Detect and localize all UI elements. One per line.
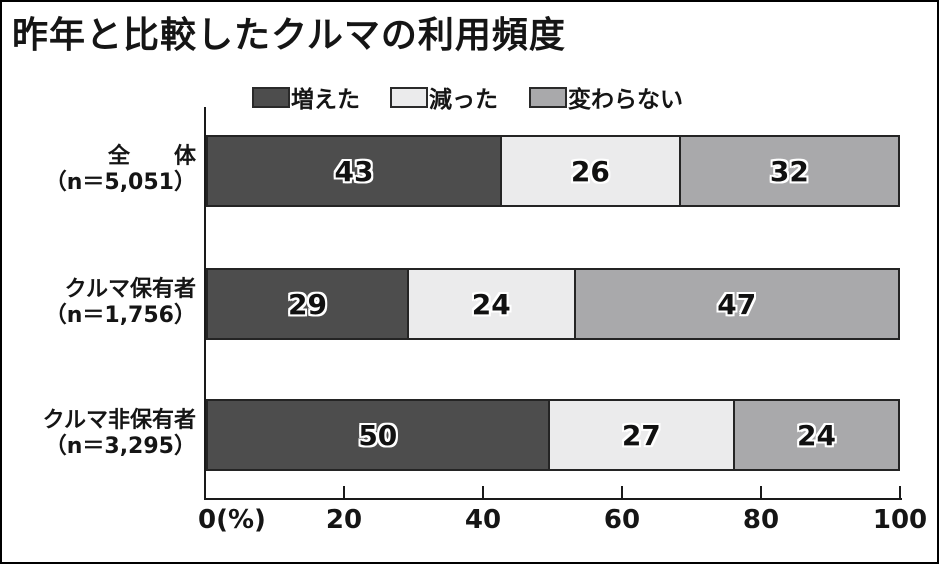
- bar-segment-increased: 29: [208, 270, 407, 338]
- bar-owners: 29 24 47: [206, 268, 900, 340]
- segment-value: 50: [358, 418, 398, 452]
- bar-segment-unchanged: 24: [733, 401, 899, 469]
- segment-value: 26: [570, 154, 610, 188]
- legend-item-decreased: 減った: [390, 80, 498, 114]
- row-label-total-n: （n＝5,051）: [44, 170, 196, 195]
- legend-swatch-increased-icon: [252, 86, 290, 108]
- bar-total: 43 26 32: [206, 135, 900, 207]
- row-label-non-owners: クルマ非保有者 （n＝3,295）: [2, 408, 196, 460]
- row-label-owners-n: （n＝1,756）: [44, 303, 196, 328]
- bar-non-owners: 50 27 24: [206, 399, 900, 471]
- bar-segment-increased: 43: [208, 137, 501, 205]
- legend-swatch-decreased-icon: [390, 86, 428, 108]
- x-tick-label-100: 100: [872, 505, 928, 535]
- x-tick-label-60: 60: [603, 505, 641, 535]
- row-label-non-owners-n: （n＝3,295）: [44, 434, 196, 459]
- segment-value: 43: [334, 154, 374, 188]
- x-axis-tick-60: [621, 486, 623, 498]
- chart-title: 昨年と比較したクルマの利用頻度: [12, 15, 566, 56]
- x-tick-label-80: 80: [742, 505, 780, 535]
- segment-value: 27: [621, 418, 661, 452]
- x-axis-tick-20: [343, 486, 345, 498]
- row-label-owners: クルマ保有者 （n＝1,756）: [2, 277, 196, 329]
- row-label-owners-name: クルマ保有者: [64, 277, 196, 302]
- legend-label-unchanged: 変わらない: [568, 87, 683, 113]
- x-axis-tick-80: [760, 486, 762, 498]
- segment-value: 24: [471, 287, 511, 321]
- bar-segment-unchanged: 32: [678, 137, 898, 205]
- bar-segment-decreased: 24: [406, 270, 574, 338]
- legend-label-decreased: 減った: [429, 87, 498, 113]
- legend-label-increased: 増えた: [291, 87, 360, 113]
- y-axis-line: [204, 107, 206, 500]
- x-axis-line: [204, 498, 902, 500]
- segment-value: 47: [717, 287, 757, 321]
- x-axis-tick-40: [482, 486, 484, 498]
- bar-segment-unchanged: 47: [573, 270, 898, 338]
- x-tick-label-20: 20: [325, 505, 363, 535]
- segment-value: 24: [797, 418, 836, 452]
- x-tick-label-40: 40: [464, 505, 502, 535]
- legend-item-increased: 増えた: [252, 80, 360, 114]
- bar-segment-increased: 50: [208, 401, 548, 469]
- row-label-non-owners-name: クルマ非保有者: [42, 408, 196, 433]
- segment-value: 29: [287, 287, 327, 321]
- bar-segment-decreased: 26: [500, 137, 679, 205]
- legend-swatch-unchanged-icon: [529, 86, 567, 108]
- x-tick-label-0: 0(%): [198, 505, 266, 535]
- legend-item-unchanged: 変わらない: [529, 80, 683, 114]
- x-axis-tick-100: [899, 486, 901, 498]
- row-label-total: 全 体 （n＝5,051）: [2, 144, 196, 196]
- row-label-total-name: 全 体: [107, 144, 196, 169]
- segment-value: 32: [769, 154, 809, 188]
- bar-segment-decreased: 27: [547, 401, 733, 469]
